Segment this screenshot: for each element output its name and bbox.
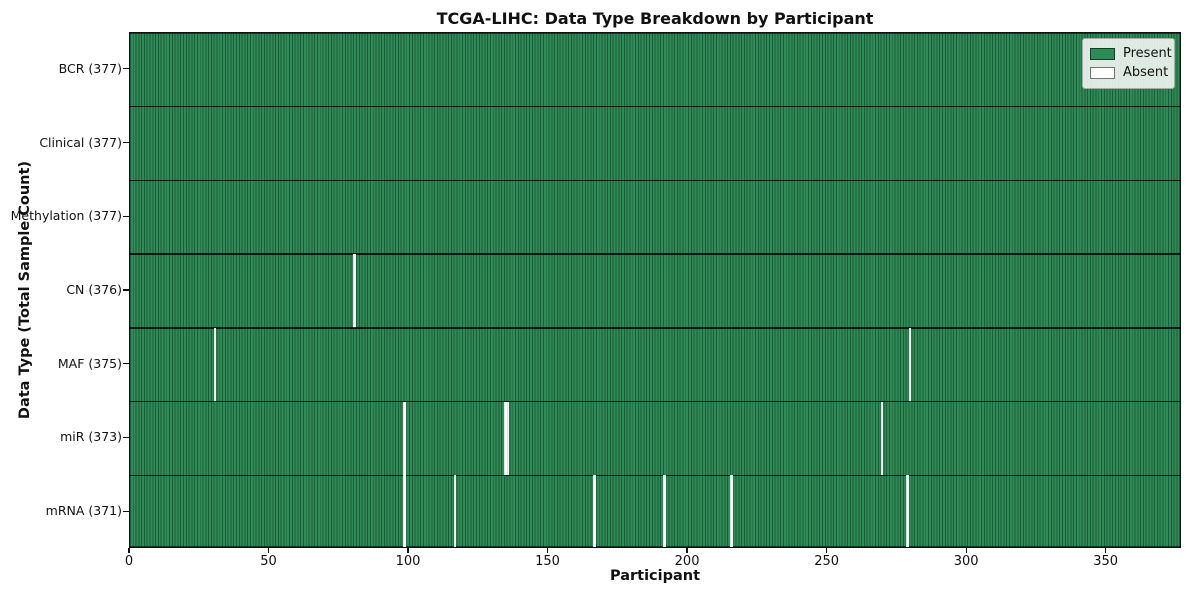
row-divider [130, 474, 1180, 476]
x-tick [128, 548, 130, 553]
y-axis-label-text: Data Type (Total Sample Count) [17, 160, 33, 420]
y-tick [123, 215, 129, 217]
row-divider [130, 179, 1180, 182]
row-divider [130, 106, 1180, 108]
x-tick-label-100: 100 [395, 554, 421, 569]
x-tick-label-0: 0 [124, 554, 134, 569]
y-tick-label-miR: miR (373) [60, 429, 122, 445]
y-tick [123, 68, 129, 70]
x-tick [407, 548, 409, 553]
y-tick-label-MAF: MAF (375) [57, 355, 122, 371]
x-tick-label-250: 250 [814, 554, 840, 569]
absent-cell-mRNA-166 [593, 475, 596, 547]
y-tick [123, 141, 129, 144]
y-tick-label-Methylation: Methylation (377) [10, 208, 122, 224]
absent-cell-miR-135 [506, 401, 510, 476]
legend-item-absent: Absent [1090, 63, 1169, 82]
y-tick [123, 436, 129, 439]
plot-inner-bottom-edge [130, 546, 1180, 547]
absent-cell-mRNA-191 [662, 475, 666, 547]
y-tick-label-mRNA: mRNA (371) [45, 503, 122, 519]
x-tick-label-150: 150 [535, 554, 560, 569]
y-tick-label-BCR: BCR (377) [58, 60, 122, 76]
legend-label-absent: Absent [1123, 65, 1169, 80]
absent-cell-miR-269 [880, 401, 884, 476]
absent-cell-mRNA-215 [729, 475, 733, 547]
x-tick-label-300: 300 [953, 554, 979, 569]
row-divider [130, 327, 1180, 329]
x-tick [267, 548, 270, 553]
absent-cell-miR-98 [403, 401, 407, 476]
present-swatch [1090, 47, 1115, 60]
x-tick-label-200: 200 [674, 554, 700, 569]
absent-cell-mRNA-116 [453, 475, 457, 547]
plot-area [129, 32, 1181, 548]
legend: Present Absent [1082, 38, 1175, 89]
plot-inner-top-edge [130, 33, 1180, 34]
x-tick [546, 548, 549, 553]
y-tick-label-Clinical: Clinical (377) [39, 134, 122, 150]
row-divider [130, 253, 1180, 255]
absent-cell-mRNA-98 [403, 475, 407, 547]
x-tick [1105, 548, 1107, 553]
x-axis-label: Participant [609, 568, 701, 584]
absent-cell-MAF-30 [213, 327, 217, 402]
x-tick [965, 548, 967, 553]
y-tick [123, 289, 129, 291]
absent-cell-miR-134 [503, 401, 507, 476]
y-tick [123, 363, 129, 365]
absent-cell-mRNA-278 [905, 475, 909, 547]
x-tick-label-50: 50 [260, 554, 277, 569]
absent-cell-MAF-279 [908, 327, 912, 402]
y-tick-label-CN: CN (376) [66, 282, 122, 297]
y-tick [123, 510, 129, 512]
chart-title: TCGA-LIHC: Data Type Breakdown by Partic… [436, 9, 874, 28]
absent-swatch [1090, 66, 1115, 79]
x-tick [686, 548, 688, 553]
legend-label-present: Present [1123, 46, 1172, 61]
legend-item-present: Present [1090, 44, 1172, 63]
row-divider [130, 400, 1180, 403]
absent-cell-CN-80 [353, 254, 357, 328]
x-tick-label-350: 350 [1093, 554, 1119, 569]
x-tick [826, 548, 828, 553]
